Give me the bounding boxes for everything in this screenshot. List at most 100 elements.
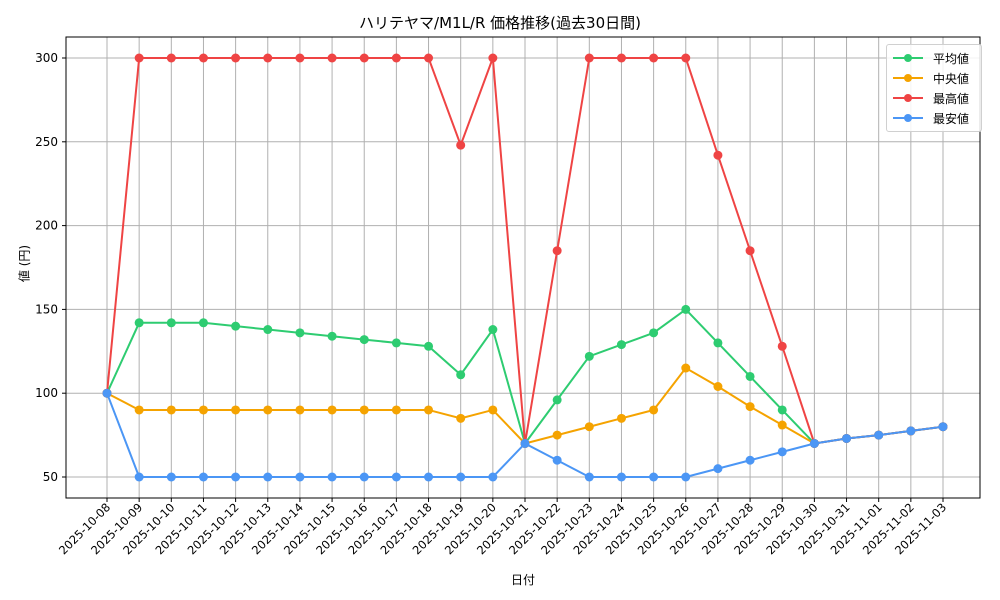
data-point — [584, 53, 594, 63]
data-point — [424, 472, 434, 482]
legend-label: 平均値 — [933, 51, 970, 66]
data-point — [198, 318, 208, 328]
data-point — [134, 472, 144, 482]
data-point — [295, 53, 305, 63]
data-point — [874, 430, 884, 440]
data-point — [777, 405, 787, 415]
data-point — [391, 472, 401, 482]
y-axis-label: 値 (円) — [17, 244, 32, 283]
data-point — [134, 405, 144, 415]
data-series — [102, 53, 948, 482]
data-point — [649, 53, 659, 63]
y-tick-label: 250 — [35, 135, 58, 149]
data-point — [713, 464, 723, 474]
data-point — [777, 341, 787, 351]
data-point — [198, 472, 208, 482]
data-point — [906, 426, 916, 436]
x-axis-label: 日付 — [510, 573, 535, 587]
data-point — [488, 472, 498, 482]
data-point — [713, 150, 723, 160]
legend: 平均値 中央値 最高値 最安値 — [886, 44, 982, 132]
plot-frame — [65, 36, 981, 499]
data-point — [809, 438, 819, 448]
data-point — [745, 402, 755, 412]
data-point — [552, 430, 562, 440]
data-point — [359, 472, 369, 482]
legend-item-median[interactable]: 中央値 — [887, 68, 981, 88]
data-point — [391, 405, 401, 415]
line-marker-icon — [893, 52, 923, 64]
data-point — [681, 363, 691, 373]
x-axis: 2025-10-082025-10-092025-10-102025-10-11… — [56, 498, 949, 557]
data-point — [391, 53, 401, 63]
data-point — [745, 246, 755, 256]
data-point — [359, 335, 369, 345]
data-point — [488, 405, 498, 415]
data-point — [745, 455, 755, 465]
data-point — [552, 455, 562, 465]
legend-label: 最安値 — [933, 111, 970, 126]
data-point — [231, 53, 241, 63]
data-point — [456, 413, 466, 423]
data-point — [713, 338, 723, 348]
data-point — [681, 304, 691, 314]
data-point — [295, 405, 305, 415]
data-point — [424, 405, 434, 415]
data-point — [520, 438, 530, 448]
legend-label: 最高値 — [933, 91, 970, 106]
data-point — [616, 340, 626, 350]
data-point — [327, 331, 337, 341]
data-point — [231, 472, 241, 482]
data-point — [584, 422, 594, 432]
data-point — [134, 318, 144, 328]
data-point — [263, 472, 273, 482]
data-point — [584, 472, 594, 482]
legend-item-max[interactable]: 最高値 — [887, 88, 981, 108]
data-point — [295, 472, 305, 482]
data-point — [231, 405, 241, 415]
data-point — [616, 472, 626, 482]
data-point — [198, 405, 208, 415]
data-point — [456, 140, 466, 150]
legend-item-min[interactable]: 最安値 — [887, 108, 981, 128]
data-point — [745, 371, 755, 381]
y-tick-label: 200 — [35, 219, 58, 233]
data-point — [263, 325, 273, 335]
data-point — [552, 395, 562, 405]
data-point — [842, 433, 852, 443]
y-tick-label: 300 — [35, 51, 58, 65]
legend-item-average[interactable]: 平均値 — [887, 48, 981, 68]
y-axis: 50 100 150 200 250 300 — [35, 51, 66, 484]
data-point — [198, 53, 208, 63]
data-point — [777, 447, 787, 457]
data-point — [488, 53, 498, 63]
data-point — [166, 318, 176, 328]
data-point — [649, 472, 659, 482]
data-point — [295, 328, 305, 338]
data-point — [359, 53, 369, 63]
data-point — [552, 246, 562, 256]
data-point — [938, 422, 948, 432]
legend-label: 中央値 — [933, 71, 970, 86]
line-marker-icon — [893, 112, 923, 124]
chart-title: ハリテヤマ/M1L/R 価格推移(過去30日間) — [359, 14, 641, 32]
series-line — [102, 388, 948, 482]
data-point — [263, 53, 273, 63]
data-point — [649, 405, 659, 415]
data-point — [681, 53, 691, 63]
data-point — [231, 321, 241, 331]
data-point — [488, 325, 498, 335]
line-marker-icon — [893, 92, 923, 104]
data-point — [166, 53, 176, 63]
y-tick-label: 150 — [35, 302, 58, 316]
data-point — [616, 413, 626, 423]
data-point — [134, 53, 144, 63]
data-point — [713, 381, 723, 391]
data-point — [263, 405, 273, 415]
data-point — [616, 53, 626, 63]
data-point — [359, 405, 369, 415]
data-point — [166, 405, 176, 415]
data-point — [424, 53, 434, 63]
data-point — [681, 472, 691, 482]
